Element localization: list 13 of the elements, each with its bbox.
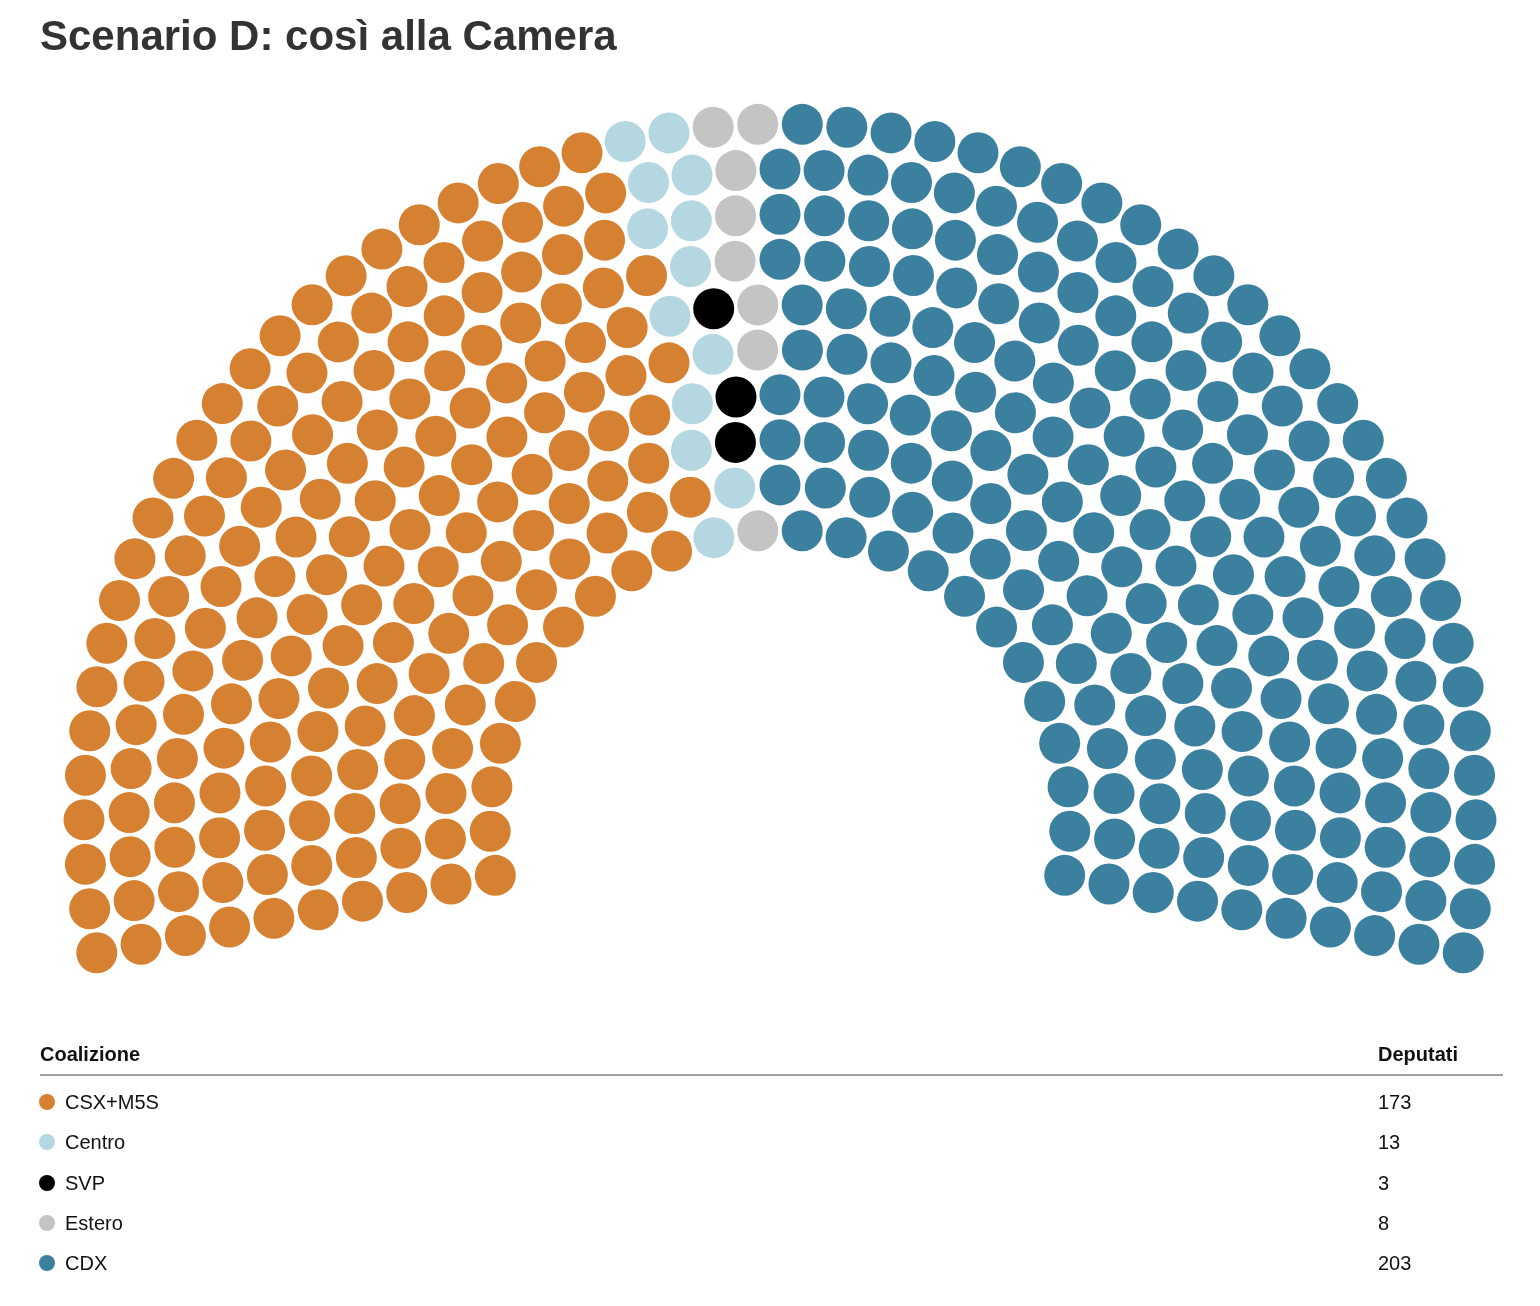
category-label: Centro [65,1130,126,1155]
text: Coalizione [40,1042,141,1066]
data-label: 8 [1378,1210,1390,1235]
data-label: 173 [1378,1090,1412,1114]
data-label: 3 [1378,1170,1390,1195]
data-label: 13 [1378,1130,1401,1155]
category-label: CSX+M5S [65,1090,159,1114]
category-label: SVP [65,1170,106,1195]
text: Scenario D: così alla Camera [40,12,617,60]
data-label: 203 [1378,1251,1412,1275]
category-label: Estero [65,1210,123,1235]
text: Deputati [1378,1042,1458,1066]
category-label: CDX [65,1251,108,1275]
